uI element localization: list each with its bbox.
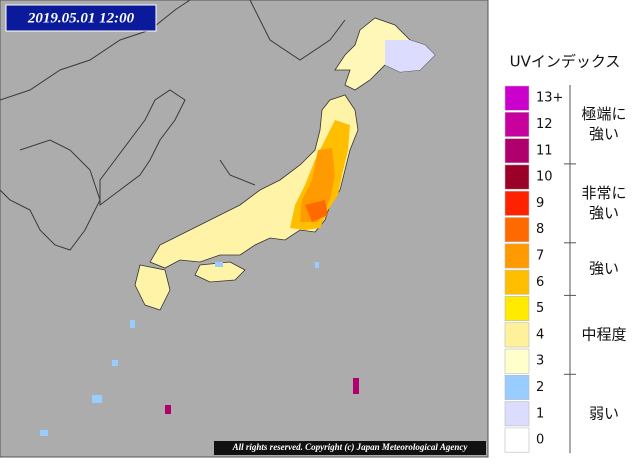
island: [315, 262, 319, 268]
island: [353, 378, 359, 394]
legend-category: 極端に: [581, 105, 626, 123]
legend-label: 4: [536, 327, 544, 342]
legend-swatch: [504, 401, 530, 427]
uv-area-8: [305, 200, 328, 222]
timestamp-box: [5, 4, 157, 32]
legend-category: 強い: [589, 260, 619, 278]
island: [40, 430, 48, 436]
legend-label: 12: [536, 117, 553, 132]
legend-swatch: [504, 296, 530, 321]
copyright: All rights reserved. Copyright (c) Japan…: [232, 442, 469, 452]
coastline: [0, 0, 346, 251]
legend-label: 7: [536, 248, 544, 263]
legend-swatch: [504, 269, 530, 295]
legend-category: 強い: [589, 204, 619, 222]
legend-label: 0: [536, 433, 544, 448]
shikoku: [194, 261, 246, 283]
uv-area-7: [300, 148, 335, 222]
kyushu: [134, 264, 171, 311]
legend-label: 11: [536, 143, 553, 158]
legend-label: 8: [536, 222, 544, 237]
legend-swatch: [504, 190, 530, 216]
legend-category: 中程度: [581, 325, 626, 343]
legend-label: 6: [536, 275, 544, 290]
legend-swatch: [504, 374, 530, 400]
legend-category: 非常に: [581, 184, 626, 202]
legend-swatch: [504, 322, 530, 348]
island: [165, 405, 171, 414]
legend-label: 9: [536, 196, 544, 211]
island: [130, 320, 135, 328]
legend-category: 弱い: [589, 404, 619, 422]
legend-swatch: [504, 85, 530, 111]
legend-label: 5: [536, 301, 544, 316]
island: [112, 360, 118, 366]
timestamp: 2019.05.01 12:00: [27, 10, 135, 26]
map: 2019.05.01 12:00 All rights reserved. Co…: [0, 0, 489, 458]
legend-label: 10: [536, 170, 553, 185]
legend-label: 1: [536, 406, 544, 421]
legend-label: 13+: [536, 91, 563, 106]
legend-swatch: [504, 348, 530, 374]
legend-title: UVインデックス: [510, 53, 621, 71]
hokkaido-east: [385, 40, 435, 72]
legend-category: 強い: [589, 125, 619, 143]
legend-swatch: [504, 112, 530, 137]
islands: [40, 262, 319, 436]
island: [215, 262, 223, 267]
legend-swatch: [504, 217, 530, 243]
legend-swatch: [504, 427, 530, 453]
legend-swatch: [504, 138, 530, 164]
legend-label: 3: [536, 354, 544, 369]
island: [92, 395, 102, 403]
legend-swatch: [504, 164, 530, 190]
legend-swatch: [504, 243, 530, 269]
copyright-box: [214, 441, 486, 455]
legend-label: 2: [536, 380, 544, 395]
